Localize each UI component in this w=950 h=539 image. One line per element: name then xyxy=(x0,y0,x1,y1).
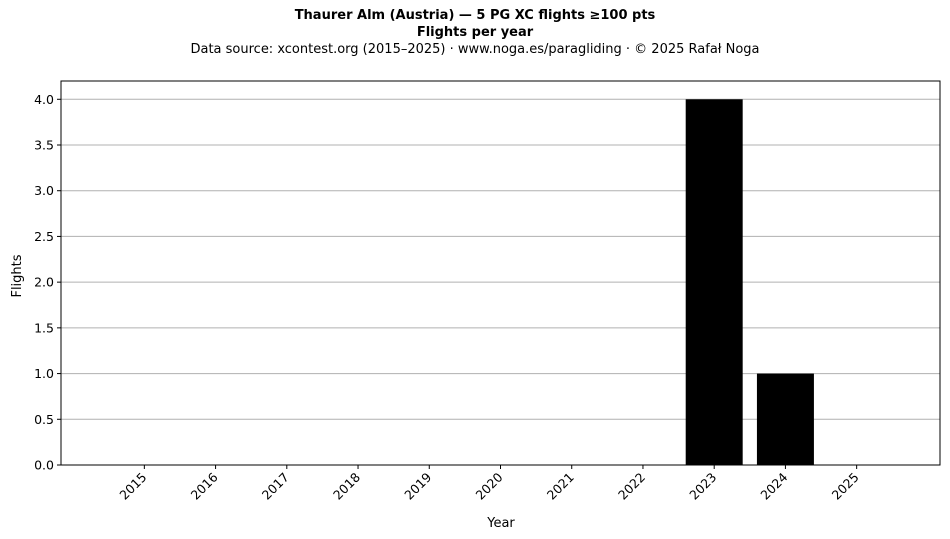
x-tick-label: 2016 xyxy=(188,469,221,502)
y-tick-label: 3.0 xyxy=(34,183,54,198)
y-tick-label: 1.5 xyxy=(34,320,54,335)
grid-lines xyxy=(61,98,940,420)
x-tick-label: 2025 xyxy=(829,470,862,503)
y-tick-label: 2.5 xyxy=(34,229,54,244)
y-tick-label: 1.0 xyxy=(34,366,54,381)
chart-source-note: Data source: xcontest.org (2015–2025) · … xyxy=(190,42,760,57)
chart-subtitle: Flights per year xyxy=(416,25,534,40)
y-tick-label: 0.5 xyxy=(34,412,54,427)
x-tick-label: 2024 xyxy=(757,469,790,502)
x-tick-label: 2015 xyxy=(116,470,149,503)
chart-title: Thaurer Alm (Austria) — 5 PG XC flights … xyxy=(294,8,656,23)
y-axis-label: Flights xyxy=(10,254,25,297)
x-tick-label: 2022 xyxy=(615,470,648,503)
x-axis-ticks: 2015 2016 2017 2018 2019 2020 2021 2022 2023 2024… xyxy=(116,465,862,503)
bar xyxy=(756,373,814,465)
y-tick-label: 3.5 xyxy=(34,138,54,153)
bars xyxy=(685,99,814,466)
y-tick-label: 4.0 xyxy=(34,92,54,107)
y-axis-ticks: 0.0 0.5 1.0 1.5 2.0 2.5 3.0 3.5 4.0 xyxy=(34,92,61,473)
bar xyxy=(685,99,743,466)
x-tick-label: 2023 xyxy=(686,470,719,503)
x-tick-label: 2017 xyxy=(259,470,292,503)
chart-titles: Thaurer Alm (Austria) — 5 PG XC flights … xyxy=(0,7,950,58)
x-tick-label: 2018 xyxy=(330,469,363,502)
y-tick-label: 0.0 xyxy=(34,458,54,473)
x-axis-label: Year xyxy=(486,516,515,531)
x-tick-label: 2019 xyxy=(401,469,434,502)
x-tick-label: 2021 xyxy=(544,470,577,503)
x-tick-label: 2020 xyxy=(473,469,506,502)
y-tick-label: 2.0 xyxy=(34,275,54,290)
